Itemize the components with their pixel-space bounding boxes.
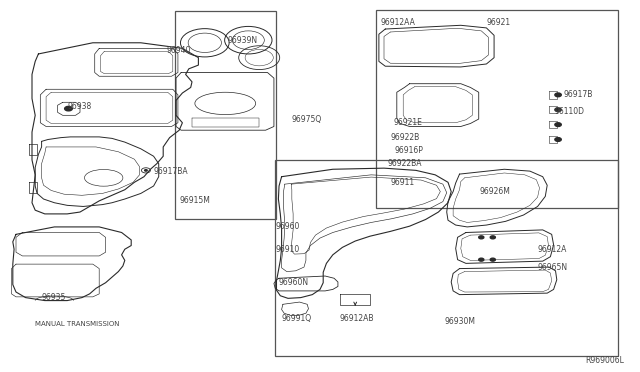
Circle shape (65, 106, 72, 111)
Text: 96912AB: 96912AB (339, 314, 374, 323)
Bar (376, 10, 618, 208)
Text: 96110D: 96110D (555, 107, 585, 116)
Circle shape (555, 123, 561, 126)
Text: 96940: 96940 (166, 46, 191, 55)
Text: 96926M: 96926M (480, 187, 511, 196)
Text: 96939N: 96939N (227, 36, 257, 45)
Text: 96935: 96935 (42, 293, 66, 302)
Circle shape (479, 258, 484, 261)
Circle shape (145, 170, 147, 171)
Circle shape (555, 93, 561, 97)
Text: 96916P: 96916P (395, 146, 424, 155)
Text: 96911: 96911 (390, 178, 415, 187)
Text: 96917B: 96917B (563, 90, 593, 99)
Text: 96991Q: 96991Q (282, 314, 312, 323)
Text: R969006L: R969006L (585, 356, 624, 365)
Text: 96912AA: 96912AA (381, 18, 415, 27)
Text: MANUAL TRANSMISSION: MANUAL TRANSMISSION (35, 321, 120, 327)
Text: 96922B: 96922B (390, 133, 420, 142)
Text: 96938: 96938 (67, 102, 92, 110)
Circle shape (490, 236, 495, 239)
Circle shape (555, 138, 561, 141)
Text: 96960: 96960 (275, 222, 300, 231)
Text: 96960N: 96960N (278, 278, 308, 287)
Text: 96975Q: 96975Q (291, 115, 321, 124)
Text: 96921: 96921 (486, 18, 511, 27)
Text: 96917BA: 96917BA (154, 167, 188, 176)
Circle shape (479, 236, 484, 239)
Text: 96921E: 96921E (394, 118, 422, 127)
Bar (275, 160, 618, 356)
Text: 96910: 96910 (275, 245, 300, 254)
Text: 96965N: 96965N (538, 263, 568, 272)
Circle shape (490, 258, 495, 261)
Text: 96930M: 96930M (445, 317, 476, 326)
Text: 96912A: 96912A (538, 245, 567, 254)
Circle shape (555, 108, 561, 112)
Bar (175, 11, 276, 219)
Text: 96915M: 96915M (179, 196, 210, 205)
Text: 96922BA: 96922BA (387, 159, 422, 168)
